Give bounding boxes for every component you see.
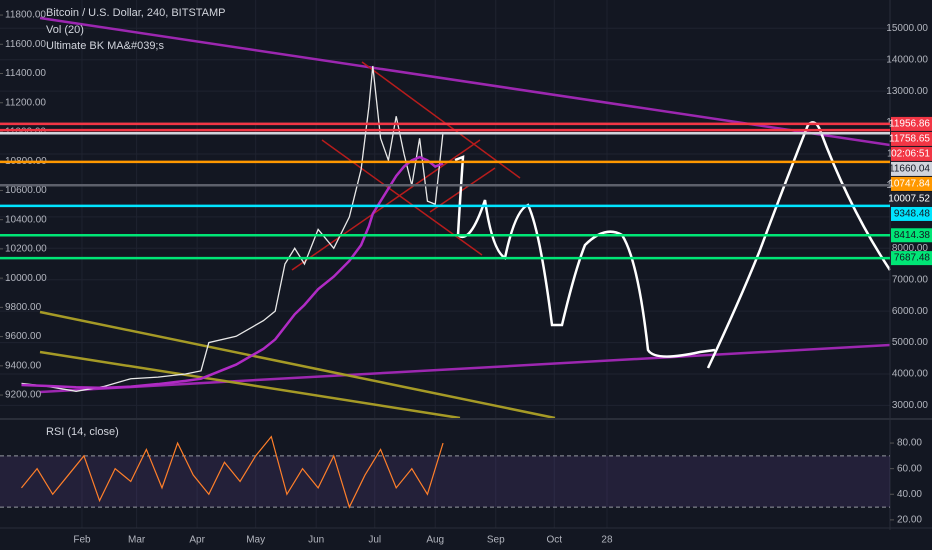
x-tick-label: Jun — [308, 535, 324, 546]
rsi-band — [0, 455, 890, 508]
y-tick-label: 6000.00 — [892, 306, 929, 317]
price-tag-bg — [891, 116, 932, 131]
trend-line — [39, 310, 556, 420]
x-tick-label: 28 — [601, 535, 613, 546]
rsi-line — [21, 435, 444, 509]
y2-tick-label: 11400.00 — [5, 68, 46, 79]
price-line — [21, 155, 444, 390]
price-tag: 11758.65 — [889, 134, 930, 145]
y2-tick-label: 11800.00 — [5, 10, 46, 21]
y-tick-label: 7000.00 — [892, 274, 929, 285]
price-tag-bg — [891, 206, 932, 221]
y2-tick-label: 9200.00 — [5, 390, 42, 401]
price-tag-bg — [891, 251, 932, 266]
price-tag: 02:06:51 — [891, 149, 930, 160]
y2-tick-label: 9800.00 — [5, 302, 42, 313]
y-tick-label: 15000.00 — [886, 23, 928, 34]
price-tag-bg — [891, 191, 932, 206]
x-tick-label: Feb — [73, 535, 91, 546]
y2-tick-label: 10000.00 — [5, 273, 47, 284]
x-tick-label: Sep — [487, 535, 505, 546]
indicator-label: RSI (14, close) — [46, 426, 119, 438]
price-tag: 7687.48 — [894, 253, 931, 264]
price-tag-bg — [891, 146, 932, 161]
y2-tick-label: 9600.00 — [5, 331, 42, 342]
price-tag: 11956.86 — [889, 119, 930, 130]
x-tick-label: Mar — [128, 535, 146, 546]
x-tick-label: Jul — [368, 535, 381, 546]
y2-tick-label: 10400.00 — [5, 214, 47, 225]
forecast-line — [454, 155, 716, 358]
price-tag: 9348.48 — [894, 209, 931, 220]
trend-line — [361, 61, 521, 179]
price-tag: 8414.38 — [894, 230, 931, 241]
y-tick-label: 13000.00 — [886, 86, 928, 97]
indicator-label: Ultimate BK MA&#039;s — [46, 40, 164, 52]
trend-line — [39, 350, 461, 420]
y-tick-label: 5000.00 — [892, 337, 929, 348]
trend-line — [39, 343, 891, 394]
price-tag: 10747.84 — [888, 179, 930, 190]
price-tag: 10007.52 — [888, 194, 930, 205]
price-tag-bg — [891, 228, 932, 243]
price-line — [21, 65, 444, 392]
y-tick-label: 20.00 — [897, 515, 922, 526]
y-tick-label: 4000.00 — [892, 369, 929, 380]
y-tick-label: 40.00 — [897, 489, 922, 500]
y-tick-label: 8000.00 — [892, 243, 929, 254]
chart-title: Bitcoin / U.S. Dollar, 240, BITSTAMP — [46, 7, 226, 19]
y2-tick-label: 10600.00 — [5, 185, 47, 196]
y-tick-label: 3000.00 — [892, 400, 929, 411]
y2-tick-label: 11600.00 — [5, 39, 46, 50]
price-tag-bg — [891, 131, 932, 146]
y2-tick-label: 10200.00 — [5, 244, 47, 255]
price-tag-bg — [891, 176, 932, 191]
y-tick-label: 14000.00 — [886, 54, 928, 65]
x-tick-label: Aug — [426, 535, 444, 546]
price-tag: 11660.04 — [889, 164, 930, 175]
y2-tick-label: 11200.00 — [5, 97, 46, 108]
y2-tick-label: 9400.00 — [5, 360, 42, 371]
y-tick-label: 60.00 — [897, 463, 922, 474]
price-tag-bg — [891, 161, 932, 176]
x-tick-label: May — [246, 535, 265, 546]
x-tick-label: Apr — [189, 535, 205, 546]
y-tick-label: 80.00 — [897, 438, 922, 449]
indicator-label: Vol (20) — [46, 24, 84, 36]
x-tick-label: Oct — [547, 535, 563, 546]
